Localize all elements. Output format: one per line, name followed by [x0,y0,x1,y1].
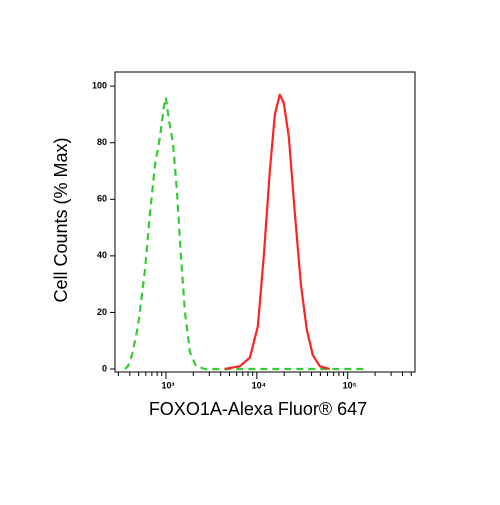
y-tick-label: 80 [97,137,107,147]
y-tick-label: 100 [92,81,107,91]
y-tick-label: 20 [97,307,107,317]
x-axis-label: FOXO1A-Alexa Fluor® 647 [149,399,367,419]
histogram-line [224,93,331,371]
x-tick-label: 10⁵ [343,380,357,390]
y-tick-label: 0 [102,363,107,373]
plot-frame [114,71,416,373]
y-axis-label: Cell Counts (% Max) [51,137,71,302]
y-tick-label: 40 [97,250,107,260]
x-tick-label: 10⁴ [252,380,266,390]
x-tick-label: 10³ [161,380,174,390]
histogram-line [124,96,364,371]
y-tick-label: 60 [97,194,107,204]
